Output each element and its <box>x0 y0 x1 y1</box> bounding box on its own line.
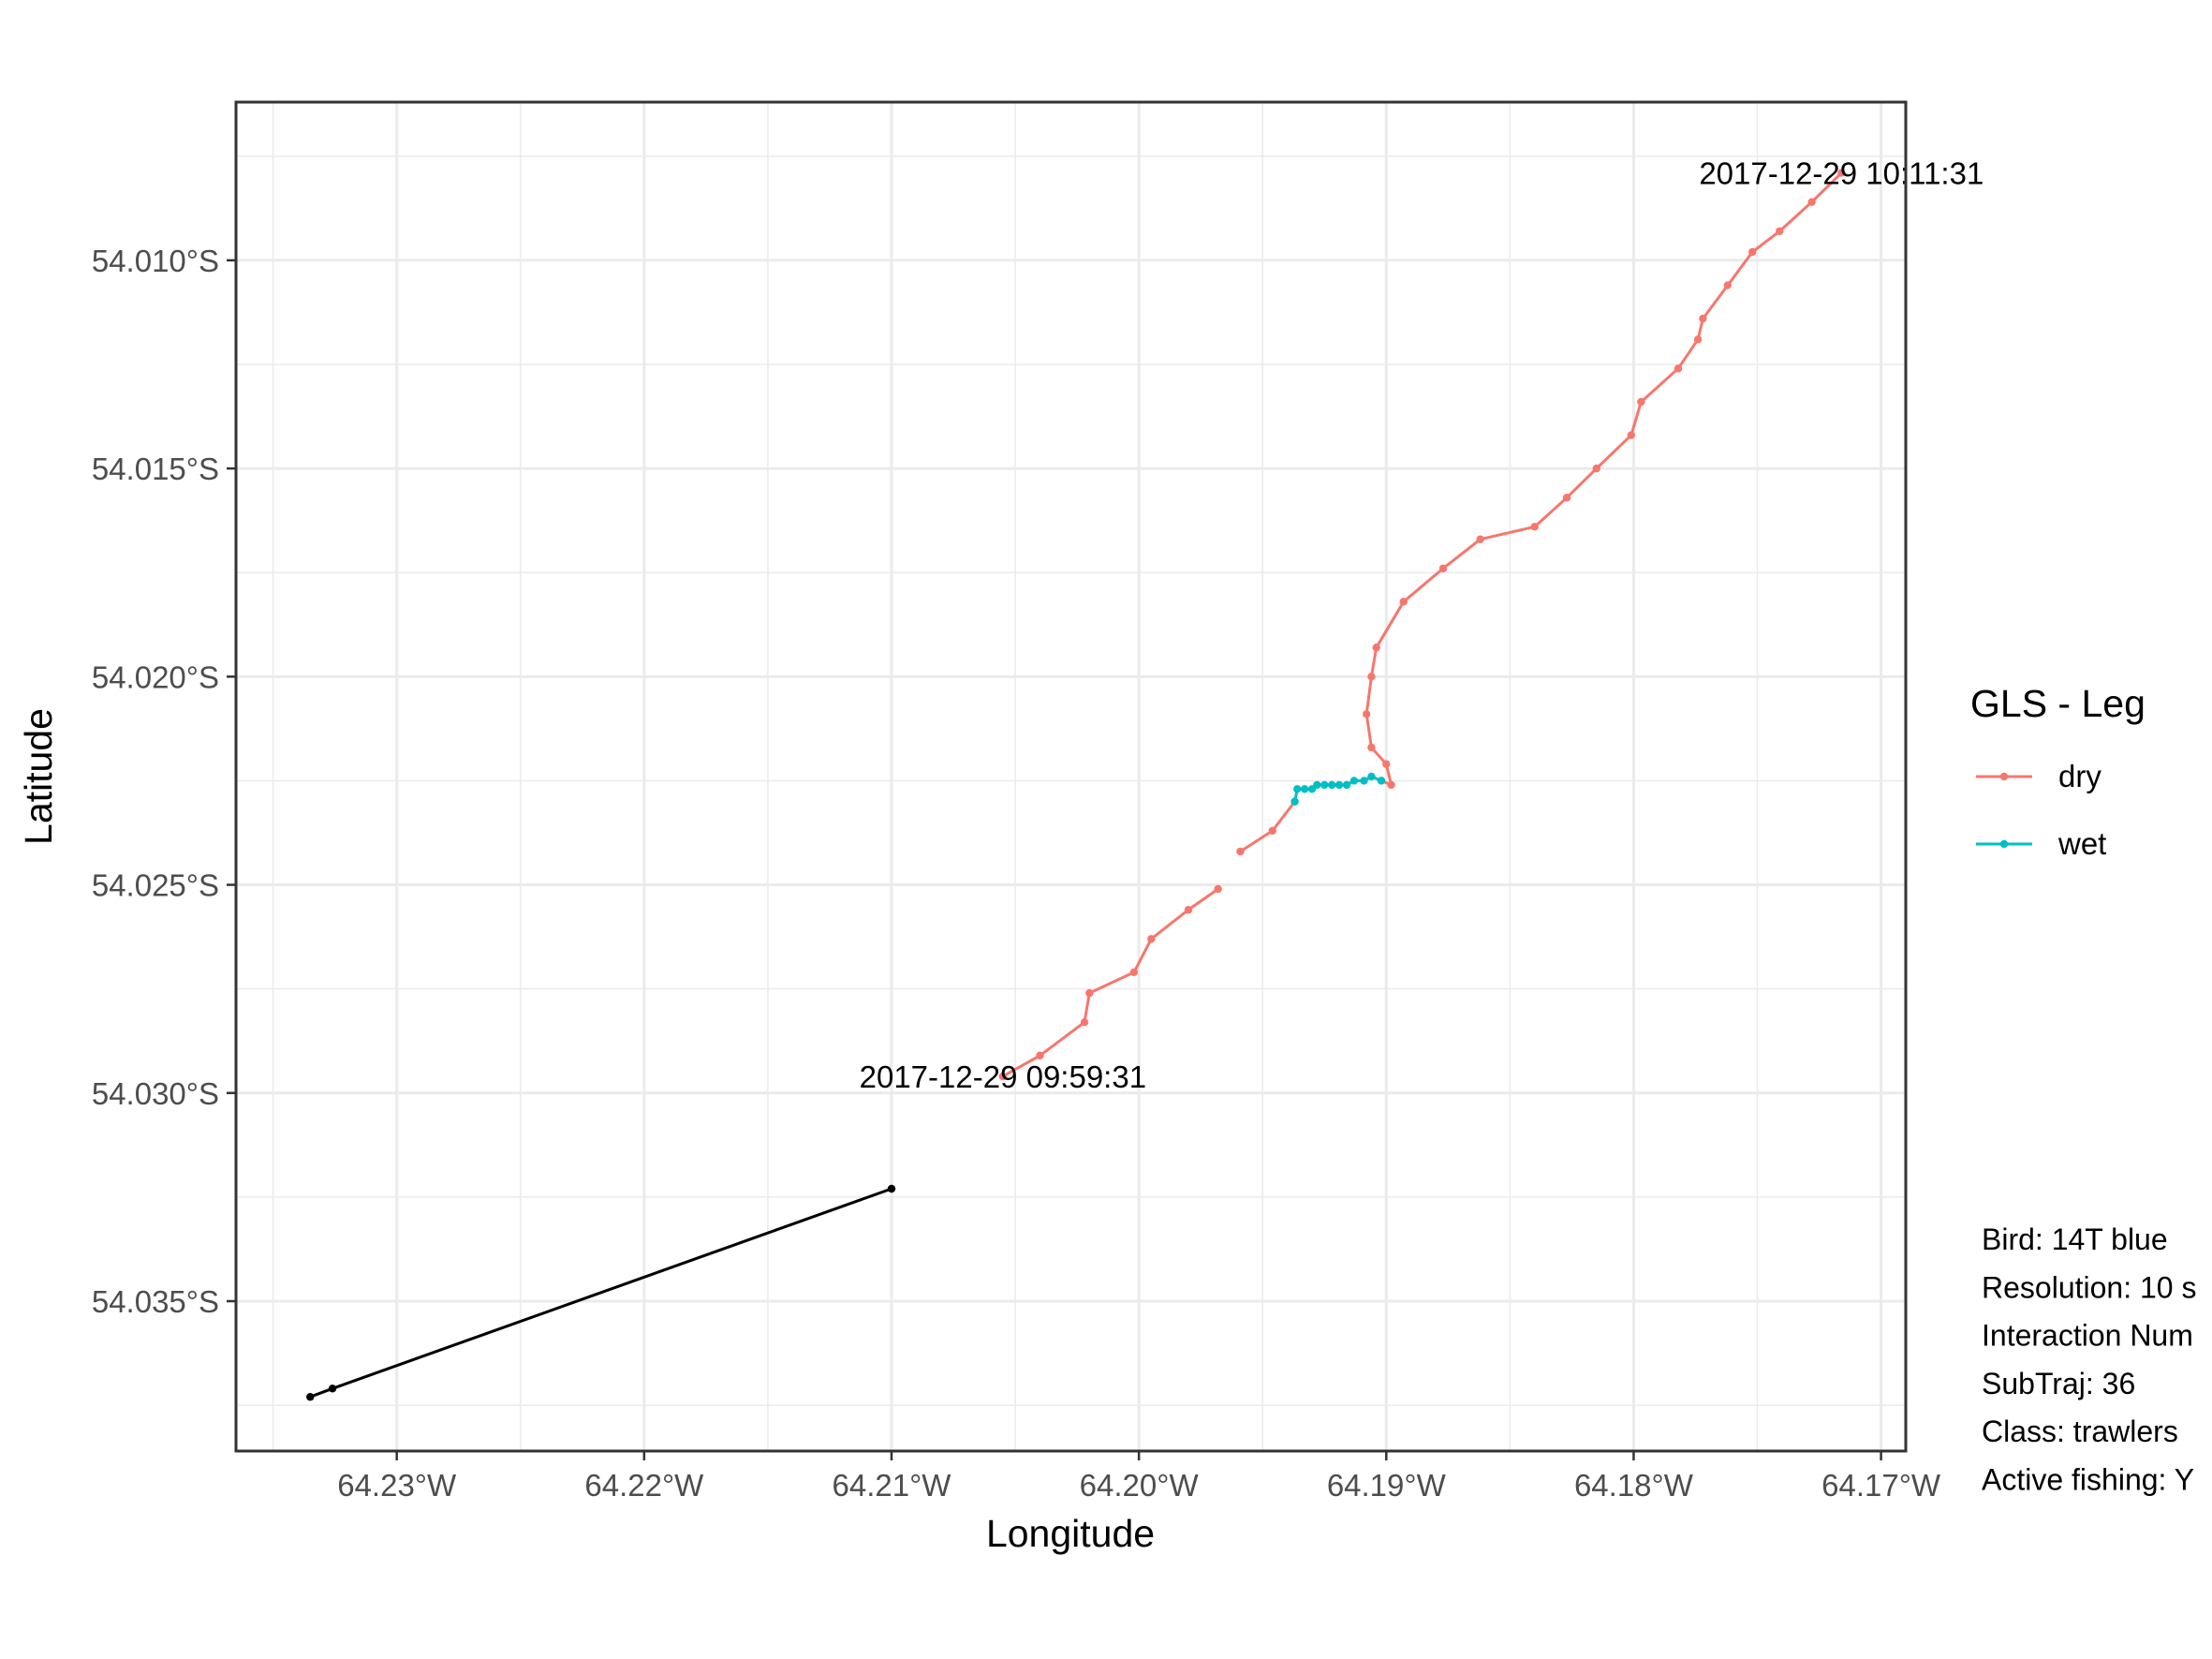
y-tick-label: 54.035°S <box>92 1284 219 1319</box>
series-dry-point <box>1562 494 1571 502</box>
series-dry-point <box>1693 335 1703 344</box>
y-tick-label: 54.010°S <box>92 244 219 278</box>
legend-label-dry: dry <box>2058 759 2101 793</box>
series-dry-point <box>1438 564 1448 572</box>
series-dry-point <box>1399 598 1408 606</box>
x-tick-label: 64.17°W <box>1821 1468 1941 1503</box>
legend-title: GLS - Leg <box>1970 682 2146 725</box>
series-dry-point <box>1748 247 1757 257</box>
series-wet-point <box>1290 797 1299 806</box>
series-wet-point <box>1360 777 1368 785</box>
series-dry-point <box>1382 760 1391 768</box>
y-axis-title: Latitude <box>17 708 60 845</box>
series-dry-point <box>1362 710 1371 718</box>
series-dry-point <box>1372 644 1380 652</box>
series-dry-line <box>1001 887 1220 1078</box>
series-wet-point <box>1335 780 1344 790</box>
series-dry-point <box>1476 535 1484 543</box>
y-axis: 54.010°S 54.015°S 54.020°S 54.025°S 54.030°S… <box>92 244 236 1319</box>
caption-block: Bird: 14T blue Resolution: 10 s Interactio… <box>1982 1222 2196 1497</box>
series-dry-point <box>1674 364 1683 373</box>
series-dry-point <box>1184 906 1193 914</box>
series-dry-point <box>1776 227 1784 235</box>
series-wet-point <box>1377 777 1386 785</box>
series-wet-point <box>1300 785 1309 793</box>
caption-line: Bird: 14T blue <box>1982 1222 2168 1256</box>
series-dry-point <box>1080 1018 1089 1027</box>
series-unlabelled-point <box>306 1393 315 1401</box>
series-wet-point <box>1327 780 1336 790</box>
series-dry-point <box>1268 826 1276 835</box>
series-dry-point <box>1147 935 1156 943</box>
series-wet-point <box>1320 780 1329 790</box>
caption-line: Resolution: 10 s <box>1982 1270 2196 1304</box>
x-tick-label: 64.22°W <box>584 1468 704 1503</box>
series-wet-point <box>1349 777 1359 785</box>
x-axis-title: Longitude <box>986 1512 1155 1555</box>
series-dry-point <box>1530 523 1539 531</box>
y-tick-label: 54.025°S <box>92 868 219 903</box>
series-dry-point <box>1837 169 1846 177</box>
series-dry-point <box>1723 281 1733 289</box>
legend-key-point-wet <box>1999 839 2009 849</box>
series-dry-point <box>1129 968 1139 977</box>
series-dry-point <box>1236 847 1245 856</box>
x-tick-label: 64.20°W <box>1080 1468 1200 1503</box>
timestamp-annotation: 2017-12-29 10:11:31 <box>1699 156 1983 191</box>
series-dry-point <box>1085 988 1094 998</box>
series-dry-point <box>1592 464 1601 473</box>
series-dry-point <box>1214 884 1222 894</box>
plot-background <box>236 102 1906 1451</box>
series-wet-point <box>1342 780 1351 790</box>
annotation-layer: 2017-12-29 10:11:31 2017-12-29 09:59:31 <box>860 156 1984 1094</box>
caption-line: Active fishing: Y <box>1982 1463 2194 1497</box>
timestamp-annotation: 2017-12-29 09:59:31 <box>860 1059 1146 1094</box>
series-dry-point <box>1627 431 1635 439</box>
series-dry-point <box>998 1072 1008 1081</box>
series-dry-point <box>1387 780 1395 790</box>
series-dry-point <box>1367 673 1376 681</box>
y-tick-label: 54.020°S <box>92 659 219 694</box>
y-tick-label: 54.030°S <box>92 1076 219 1111</box>
x-tick-label: 64.21°W <box>833 1468 952 1503</box>
plot-border <box>234 100 1908 1453</box>
series-layer <box>306 169 1846 1401</box>
legend-key-point-dry <box>1999 772 2009 781</box>
x-tick-label: 64.23°W <box>337 1468 457 1503</box>
series-dry-point <box>1807 198 1816 206</box>
series-wet-point <box>1292 785 1302 793</box>
caption-line: Interaction Num <box>1982 1319 2193 1353</box>
y-tick-label: 54.015°S <box>92 452 219 486</box>
series-dry-point <box>1699 314 1707 323</box>
x-axis: 64.23°W 64.22°W 64.21°W 64.20°W 64.19°W 64.18… <box>337 1451 1941 1503</box>
grid-lines <box>236 102 1906 1451</box>
series-wet-point <box>1313 780 1321 790</box>
series-unlabelled-point <box>887 1184 896 1193</box>
caption-line: SubTraj: 36 <box>1982 1367 2135 1400</box>
legend-label-wet: wet <box>2057 826 2106 861</box>
series-unlabelled-point <box>328 1385 337 1393</box>
series-dry-point <box>1036 1051 1044 1059</box>
series-dry-point <box>1637 397 1645 407</box>
caption-line: Class: trawlers <box>1982 1415 2178 1448</box>
legend: GLS - Leg dry wet <box>1970 682 2146 861</box>
series-wet-point <box>1367 772 1376 781</box>
x-tick-label: 64.18°W <box>1574 1468 1694 1503</box>
x-tick-label: 64.19°W <box>1327 1468 1447 1503</box>
series-dry-point <box>1367 743 1376 752</box>
